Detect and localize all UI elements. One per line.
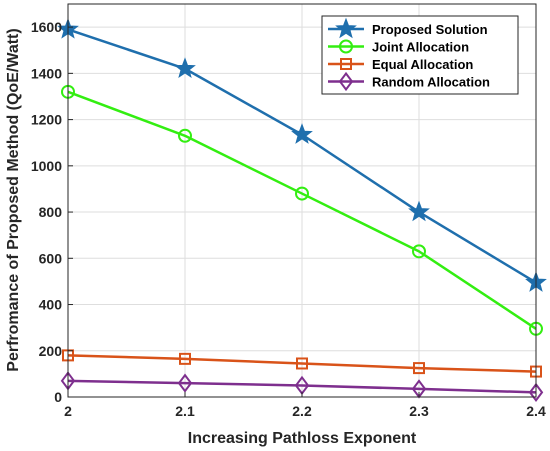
data-point-square-icon bbox=[413, 362, 425, 375]
x-axis-label: Increasing Pathloss Exponent bbox=[188, 430, 417, 447]
x-tick-label: 2.2 bbox=[292, 403, 312, 419]
y-tick-label: 800 bbox=[39, 204, 63, 220]
y-tick-label: 1400 bbox=[31, 65, 62, 81]
legend-square-icon bbox=[340, 58, 352, 70]
legend-entry-label: Joint Allocation bbox=[372, 40, 469, 55]
y-tick-label: 200 bbox=[39, 343, 63, 359]
x-tick-label: 2.3 bbox=[409, 403, 429, 419]
data-point-square-icon bbox=[179, 352, 191, 365]
data-point-star-icon bbox=[174, 57, 196, 78]
legend-entry-label: Random Allocation bbox=[372, 75, 490, 90]
y-tick-label: 0 bbox=[54, 389, 62, 405]
data-point-diamond-icon bbox=[177, 373, 193, 393]
data-point-star-icon bbox=[291, 123, 313, 144]
data-point-circle-icon bbox=[178, 128, 192, 143]
data-point-square-icon bbox=[296, 357, 308, 370]
y-axis-ticks: 0 200 400 600 800 1000 1200 1400 1600 bbox=[31, 19, 73, 405]
legend-diamond-icon bbox=[338, 71, 354, 92]
legend-star-icon bbox=[335, 17, 357, 39]
y-tick-label: 1200 bbox=[31, 112, 62, 128]
series-line-3 bbox=[67, 354, 537, 373]
legend: Proposed Solution Joint Allocation Equal A… bbox=[321, 15, 519, 95]
x-axis-ticks: 2 2.1 2.2 2.3 2.4 bbox=[64, 392, 546, 419]
data-point-star-icon bbox=[408, 200, 430, 222]
data-point-diamond-icon bbox=[528, 382, 544, 403]
x-tick-label: 2 bbox=[64, 403, 72, 419]
data-point-circle-icon bbox=[295, 186, 309, 201]
y-tick-label: 1600 bbox=[31, 19, 62, 35]
y-tick-label: 1000 bbox=[31, 158, 62, 174]
series-line-2 bbox=[67, 90, 537, 330]
legend-circle-icon bbox=[339, 39, 353, 54]
x-tick-label: 2.4 bbox=[526, 403, 546, 419]
y-tick-label: 600 bbox=[39, 250, 63, 266]
legend-entry-label: Equal Allocation bbox=[372, 57, 473, 72]
data-point-circle-icon bbox=[412, 244, 426, 259]
x-tick-label: 2.1 bbox=[175, 403, 195, 419]
y-axis-label: Perfromance of Proposed Method (QoE/Watt… bbox=[5, 28, 22, 371]
legend-entry-label: Proposed Solution bbox=[372, 22, 488, 37]
series-line-4 bbox=[67, 379, 537, 394]
y-tick-label: 400 bbox=[39, 297, 63, 313]
